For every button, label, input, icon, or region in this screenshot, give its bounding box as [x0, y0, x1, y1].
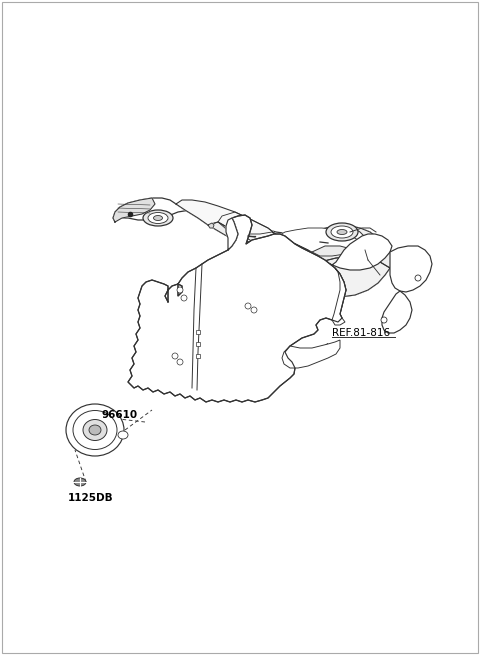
Polygon shape — [382, 291, 412, 333]
Circle shape — [251, 307, 257, 313]
Bar — [196, 354, 200, 358]
Ellipse shape — [118, 431, 128, 439]
Circle shape — [181, 295, 187, 301]
Polygon shape — [350, 226, 392, 268]
Polygon shape — [308, 246, 368, 268]
Polygon shape — [390, 246, 432, 292]
Circle shape — [177, 359, 183, 365]
Ellipse shape — [337, 229, 347, 234]
Ellipse shape — [143, 210, 173, 226]
Polygon shape — [278, 228, 365, 256]
Ellipse shape — [66, 404, 124, 456]
Circle shape — [245, 303, 251, 309]
Polygon shape — [176, 200, 280, 250]
Polygon shape — [226, 218, 238, 250]
Ellipse shape — [154, 215, 163, 221]
Polygon shape — [218, 212, 278, 236]
Ellipse shape — [73, 411, 117, 449]
Circle shape — [177, 287, 183, 293]
Circle shape — [415, 275, 421, 281]
Ellipse shape — [148, 212, 168, 223]
Polygon shape — [282, 340, 340, 368]
Polygon shape — [332, 268, 346, 325]
Circle shape — [172, 353, 178, 359]
Ellipse shape — [83, 419, 107, 441]
Text: REF.81-816: REF.81-816 — [332, 328, 390, 338]
Circle shape — [381, 317, 387, 323]
Bar — [196, 342, 200, 346]
Polygon shape — [330, 234, 392, 270]
Ellipse shape — [331, 226, 353, 238]
Text: 96610: 96610 — [102, 410, 138, 420]
Polygon shape — [208, 223, 214, 228]
Bar — [196, 330, 200, 334]
Polygon shape — [113, 198, 392, 297]
Polygon shape — [283, 257, 390, 297]
Text: 1125DB: 1125DB — [68, 493, 114, 503]
Polygon shape — [128, 215, 346, 402]
Ellipse shape — [89, 425, 101, 435]
Ellipse shape — [326, 223, 358, 241]
Ellipse shape — [74, 478, 86, 486]
Polygon shape — [208, 222, 296, 272]
Polygon shape — [278, 240, 320, 272]
Polygon shape — [113, 198, 155, 222]
